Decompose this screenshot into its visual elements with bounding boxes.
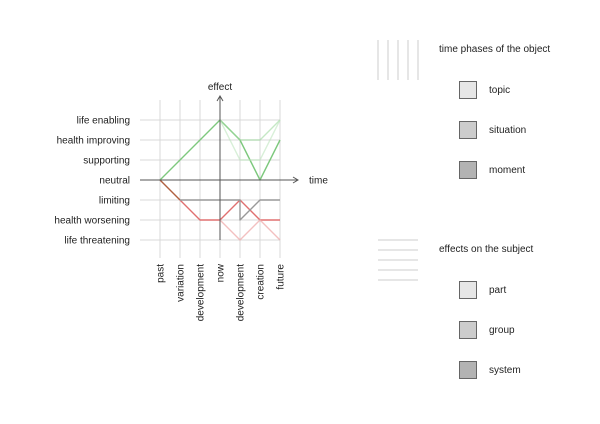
chart-axes: effect time (140, 82, 328, 240)
legend-label: topic (489, 84, 511, 96)
legend-item-moment: moment (459, 160, 525, 180)
x-tick-label: past (156, 264, 167, 283)
chart-series (159, 119, 281, 241)
situation-swatch (459, 121, 477, 139)
legend-label: part (489, 284, 507, 296)
group-swatch (459, 321, 477, 339)
legend-item-part: part (459, 280, 506, 300)
legend-label: situation (489, 124, 527, 136)
part-swatch (459, 281, 477, 299)
series-line (180, 199, 280, 221)
series-line (159, 179, 181, 201)
legend-item-situation: situation (459, 120, 526, 140)
y-tick-label: health improving (57, 136, 130, 147)
y-tick-label: supporting (83, 156, 130, 167)
series-line (179, 199, 280, 221)
time-phases-legend-title: time phases of the object (439, 44, 551, 55)
x-tick-label: development (236, 264, 247, 321)
moment-swatch (459, 161, 477, 179)
y-axis-label: effect (208, 82, 232, 93)
effects-pattern-icon (378, 239, 418, 281)
series-line (219, 219, 281, 241)
x-tick-label: creation (256, 264, 267, 300)
y-tick-labels: life enabling health improving supporting n… (54, 116, 130, 247)
legend-label: moment (489, 164, 526, 176)
time-phases-pattern-icon (377, 40, 419, 80)
legend-item-group: group (459, 320, 515, 340)
legend-item-system: system (459, 360, 521, 380)
x-axis-arrow (292, 176, 299, 184)
y-tick-label: life threatening (64, 236, 130, 247)
x-tick-labels: past variation development now development cr… (156, 263, 287, 321)
y-tick-label: health worsening (54, 216, 130, 227)
effects-legend-title: effects on the subject (439, 244, 534, 255)
system-swatch (459, 361, 477, 379)
x-tick-label: now (216, 263, 227, 282)
x-tick-label: variation (176, 264, 187, 302)
legend-label: system (489, 364, 521, 376)
legend-item-topic: topic (459, 80, 510, 100)
x-tick-label: future (276, 264, 287, 290)
y-tick-label: neutral (99, 176, 130, 187)
x-tick-label: development (196, 264, 207, 321)
y-axis-arrow (216, 95, 224, 102)
y-tick-label: life enabling (77, 116, 130, 127)
series-line (219, 119, 281, 161)
topic-swatch (459, 81, 477, 99)
series-line (219, 119, 281, 141)
y-tick-label: limiting (99, 196, 130, 207)
x-axis-label: time (309, 176, 328, 187)
legend-label: group (489, 324, 515, 336)
